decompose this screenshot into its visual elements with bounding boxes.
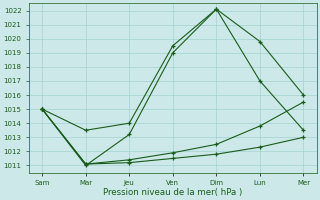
X-axis label: Pression niveau de la mer( hPa ): Pression niveau de la mer( hPa ) — [103, 188, 243, 197]
